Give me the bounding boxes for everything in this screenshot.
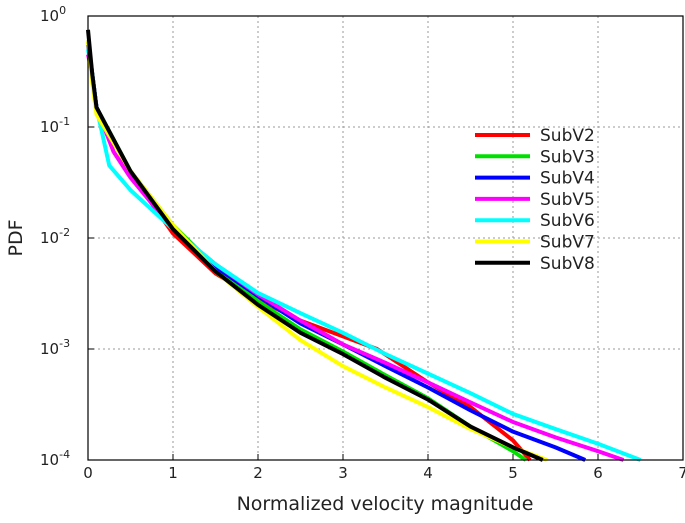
x-tick-label: 6 bbox=[593, 464, 603, 482]
x-tick-label: 3 bbox=[338, 464, 348, 482]
legend-label: SubV5 bbox=[540, 190, 595, 210]
x-tick-label: 7 bbox=[678, 464, 685, 482]
series-line bbox=[86, 44, 587, 462]
y-tick-base: 10 bbox=[40, 340, 59, 358]
y-tick-base: 10 bbox=[40, 7, 59, 25]
y-tick-exponent: -4 bbox=[59, 448, 70, 461]
x-tick-label: 0 bbox=[83, 464, 93, 482]
y-tick-label: 10-2 bbox=[40, 226, 70, 247]
y-tick-label: 10-1 bbox=[40, 115, 70, 136]
legend-label: SubV6 bbox=[540, 211, 595, 231]
series-line bbox=[86, 49, 642, 462]
legend-label: SubV8 bbox=[540, 254, 595, 274]
x-tick-label: 2 bbox=[253, 464, 263, 482]
x-tick-label: 4 bbox=[423, 464, 433, 482]
legend-label: SubV4 bbox=[540, 169, 595, 189]
series-line bbox=[86, 40, 548, 462]
legend-label: SubV2 bbox=[540, 126, 595, 146]
y-tick-exponent: -3 bbox=[59, 337, 70, 350]
y-tick-label: 10-3 bbox=[40, 337, 70, 358]
y-tick-exponent: 0 bbox=[59, 4, 66, 17]
x-tick-label: 1 bbox=[168, 464, 178, 482]
y-tick-exponent: -2 bbox=[59, 226, 70, 239]
y-tick-base: 10 bbox=[40, 229, 59, 247]
y-tick-exponent: -1 bbox=[59, 115, 70, 128]
y-tick-label: 10-4 bbox=[40, 448, 70, 469]
legend-label: SubV3 bbox=[540, 147, 595, 167]
y-tick-base: 10 bbox=[40, 118, 59, 136]
y-tick-base: 10 bbox=[40, 451, 59, 469]
x-axis-label: Normalized velocity magnitude bbox=[237, 493, 534, 515]
legend-label: SubV7 bbox=[540, 233, 595, 253]
y-tick-label: 100 bbox=[40, 4, 66, 25]
y-axis-label: PDF bbox=[5, 219, 27, 256]
plot-frame bbox=[87, 15, 684, 461]
x-tick-label: 5 bbox=[508, 464, 518, 482]
series-line bbox=[86, 29, 544, 462]
